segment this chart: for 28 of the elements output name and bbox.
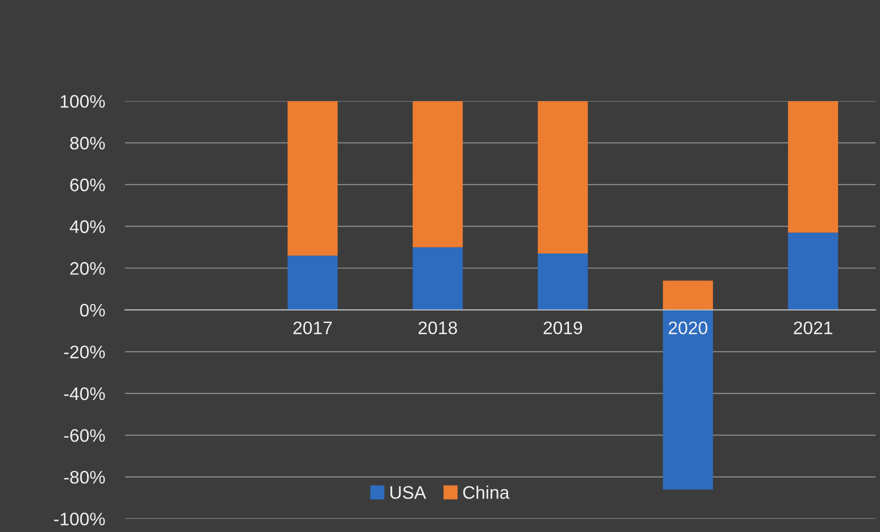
x-tick-label: 2020 [668, 321, 708, 334]
bar [412, 247, 463, 310]
bar [412, 101, 463, 248]
x-tick-label: 2019 [544, 321, 582, 334]
bar [538, 254, 588, 310]
x-tick-label: 2021 [794, 321, 832, 334]
y-tick-label: -20% [64, 346, 105, 358]
y-tick-label: 60% [70, 178, 105, 192]
x-tick-label: 2018 [418, 321, 458, 334]
y-tick-label: -100% [54, 512, 105, 526]
y-tick-label: 80% [70, 136, 105, 150]
y-tick-label: 40% [70, 220, 105, 234]
y-tick-label: 0% [80, 304, 105, 317]
y-tick-label: -80% [64, 470, 105, 484]
x-tick-label: 2017 [293, 321, 332, 334]
y-tick-label: 100% [60, 95, 105, 108]
bar [288, 101, 338, 256]
y-tick-label: -60% [64, 429, 105, 442]
y-tick-label: -40% [64, 387, 105, 400]
bar [288, 256, 338, 310]
legend-label: USA [390, 486, 426, 499]
legend-label: China [463, 486, 510, 499]
bar [788, 101, 838, 233]
y-tick-label: 20% [70, 262, 105, 275]
bar [788, 232, 838, 310]
bar [662, 280, 713, 310]
bar [662, 310, 713, 490]
bar [538, 101, 588, 254]
